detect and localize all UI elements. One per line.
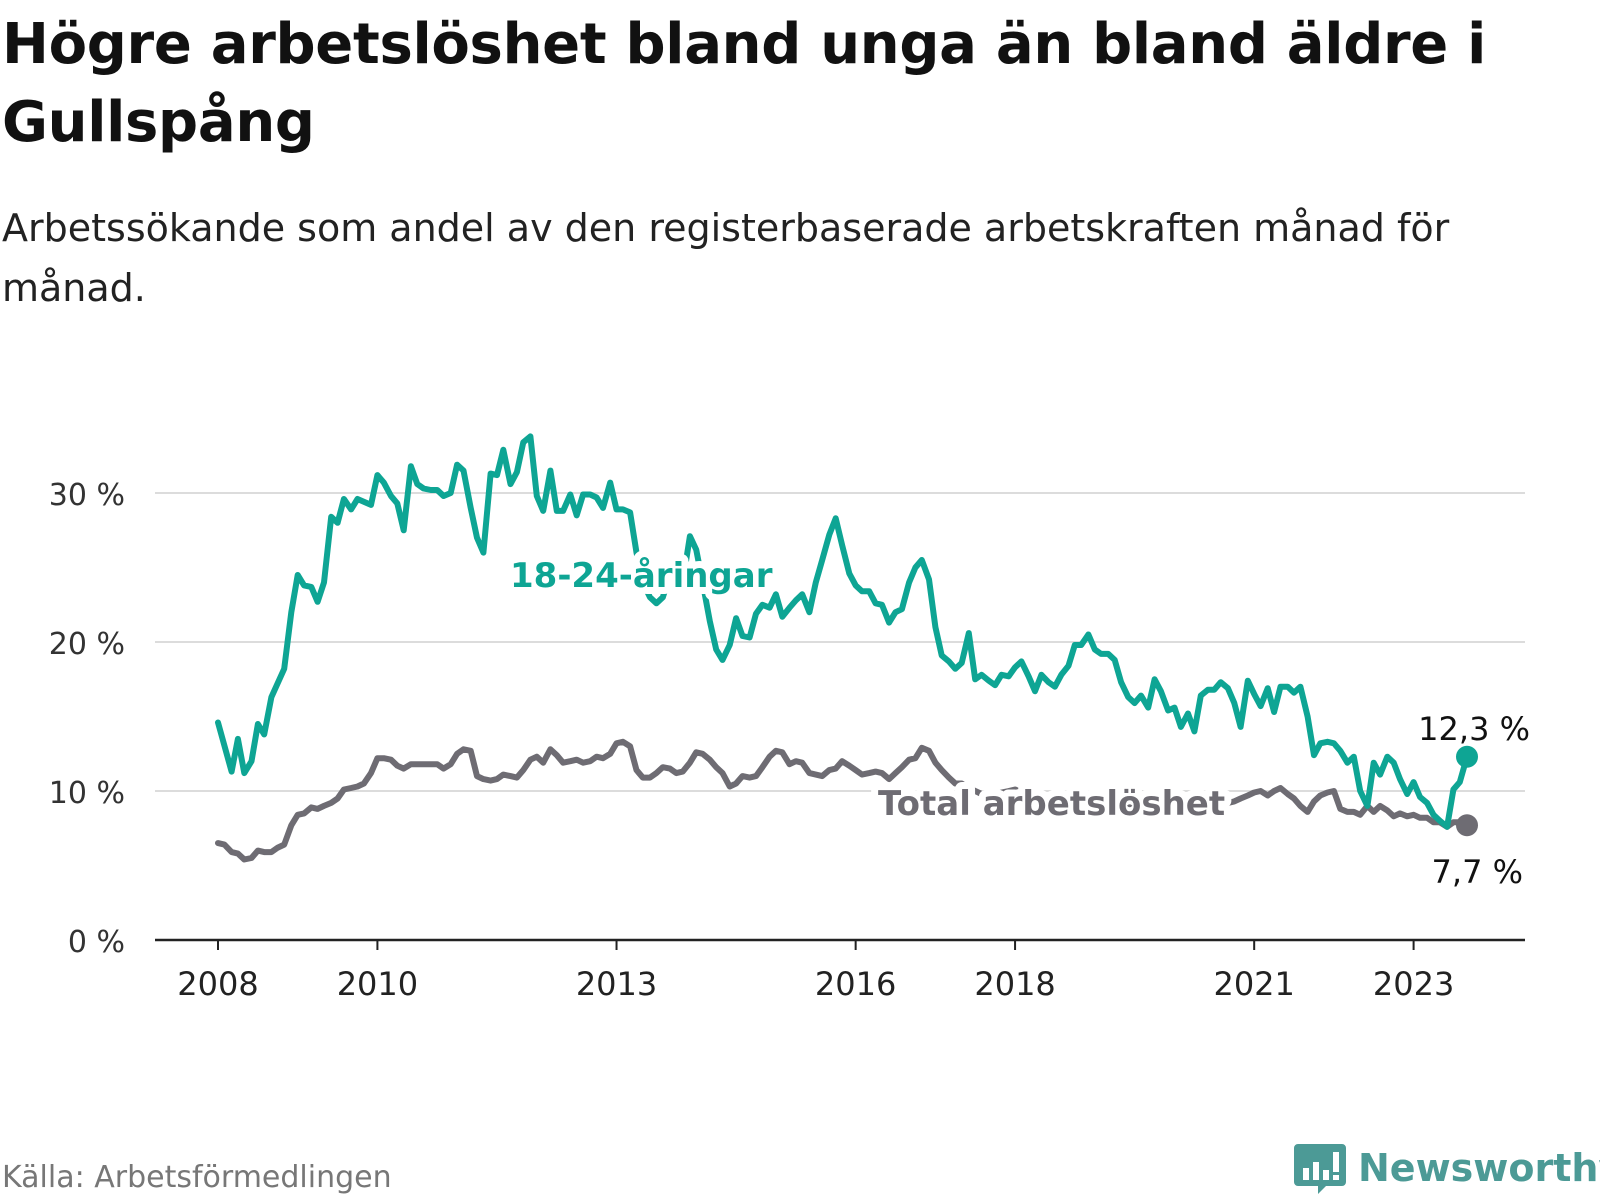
brand-name: Newsworthy <box>1358 1146 1600 1190</box>
series-label-youth: 18-24-åringar <box>510 556 773 596</box>
brand-logo[interactable]: Newsworthy <box>1292 1140 1600 1196</box>
series-line-youth <box>215 433 1470 830</box>
gridlines <box>155 492 1525 792</box>
x-tick-label: 2023 <box>1373 965 1454 1003</box>
x-tick-label: 2016 <box>815 965 896 1003</box>
series-label-total: Total arbetslöshet <box>878 784 1225 824</box>
x-tick-label: 2021 <box>1213 965 1294 1003</box>
series-label-total-halo: Total arbetslöshet <box>878 784 1225 824</box>
x-tick-label: 2010 <box>337 965 418 1003</box>
y-tick-label: 30 % <box>49 478 125 513</box>
y-tick-label: 20 % <box>49 627 125 662</box>
chart-title: Högre arbetslöshet bland unga än bland ä… <box>2 12 1487 155</box>
x-tick-label: 2013 <box>576 965 657 1003</box>
x-tick-label: 2008 <box>177 965 258 1003</box>
chart-subtitle: Arbetssökande som andel av den registerb… <box>2 206 1450 310</box>
y-axis-ticks: 0 % 10 % 20 % 30 % <box>49 478 125 960</box>
end-point-youth <box>1456 745 1478 768</box>
source-note: Källa: Arbetsförmedlingen <box>2 1160 392 1195</box>
end-label-total: 7,7 % <box>1432 853 1523 891</box>
newsworthy-logo-icon <box>1294 1144 1346 1194</box>
series-label-youth-halo: 18-24-åringar <box>510 556 773 596</box>
end-point-total <box>1456 814 1478 837</box>
x-tick-label: 2018 <box>974 965 1055 1003</box>
end-label-youth: 12,3 % <box>1418 710 1530 748</box>
y-tick-label: 0 % <box>68 925 125 960</box>
series-line-total <box>215 738 1470 863</box>
series-lines <box>215 433 1478 863</box>
x-axis-ticks: 2008 2010 2013 2016 2018 2021 2023 <box>177 940 1454 1003</box>
y-tick-label: 10 % <box>49 776 125 811</box>
